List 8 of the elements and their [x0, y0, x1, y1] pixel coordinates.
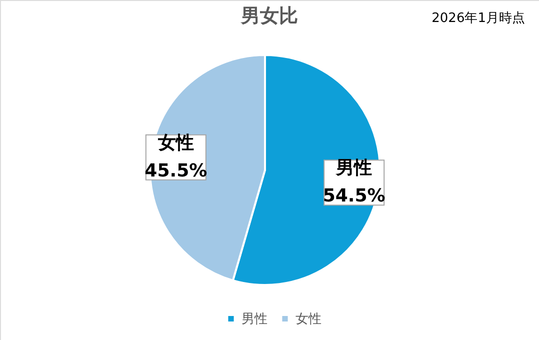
legend-label: 男性 [242, 312, 268, 327]
data-label: 45.5% [144, 160, 208, 182]
slice-label: 女性 [156, 132, 194, 154]
text: 2026年1月時点 [432, 11, 525, 26]
legend-label: 女性 [296, 312, 322, 327]
chart-title: 男女比 [240, 5, 298, 27]
slice-label: 男性 [335, 158, 372, 179]
data-label: 54.5% [322, 186, 386, 207]
